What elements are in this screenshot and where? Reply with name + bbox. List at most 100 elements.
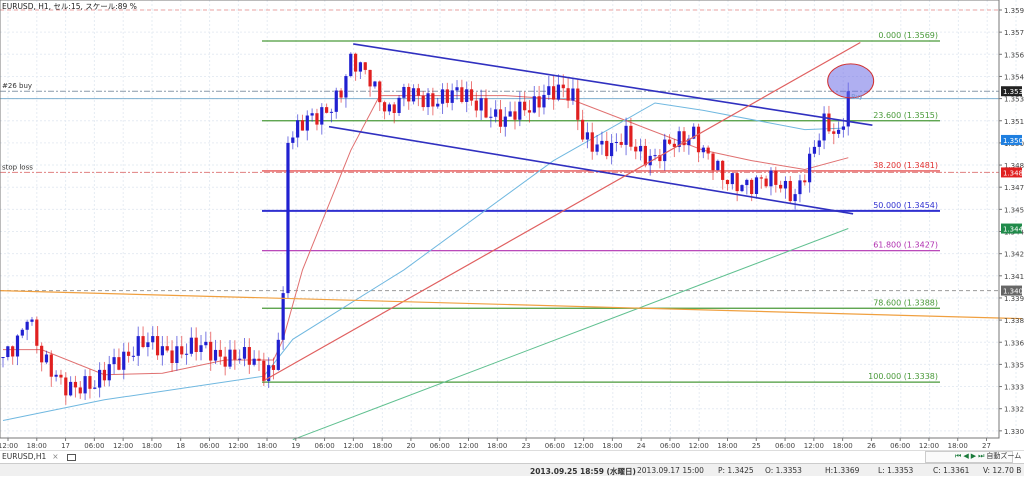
candle-body — [20, 329, 24, 336]
candle — [537, 85, 541, 117]
status-high: H:1.3369 — [825, 466, 860, 475]
tab-eurusd-h1[interactable]: EURUSD,H1 × — [2, 452, 76, 461]
candle-body — [774, 170, 778, 185]
candle-body — [35, 319, 39, 346]
fib-level-label: 0.000 (1.3569) — [878, 31, 938, 40]
candle-body — [803, 180, 807, 183]
candle-body — [242, 347, 247, 359]
chart-title: EURUSD, H1, セル:15, スケール:89 % — [2, 2, 137, 11]
candle-body — [339, 90, 343, 98]
candle — [629, 117, 633, 151]
price-tick-label: 1.3380 — [1004, 317, 1024, 325]
candle-body — [407, 86, 411, 102]
candle — [658, 149, 662, 169]
candle-body — [725, 179, 730, 185]
candle-body — [450, 90, 454, 103]
candle — [44, 350, 49, 365]
candle — [349, 52, 353, 78]
candle — [585, 122, 590, 149]
candle — [721, 159, 725, 190]
candle — [460, 79, 464, 104]
candle-body — [513, 111, 517, 120]
time-tick-label: 06:00 — [430, 442, 450, 450]
time-tick-label: 12:00 — [458, 442, 478, 450]
candle — [305, 110, 309, 141]
candle — [59, 369, 63, 385]
candle-body — [267, 365, 271, 382]
status-datetime: 2013.09.25 18:59 (水曜日) — [530, 467, 636, 476]
window-icon[interactable] — [66, 453, 76, 461]
candle — [663, 133, 667, 171]
first-icon[interactable]: ⏮ — [955, 452, 964, 460]
candle-body — [411, 88, 416, 102]
candle-body — [64, 377, 68, 396]
price-chart[interactable]: 0.000 (1.3569) 23.600 (1.3515) 38.200 (1.3… — [0, 0, 1024, 450]
candle — [257, 350, 261, 371]
candle-body — [605, 140, 609, 157]
time-tick-label: 06:00 — [775, 442, 795, 450]
candle — [73, 375, 78, 398]
candle-body — [547, 86, 551, 95]
candle-body — [658, 155, 662, 162]
candle — [291, 131, 295, 150]
fib-level-label: 38.200 (1.3481) — [873, 161, 938, 170]
candle — [803, 174, 807, 186]
candle-body — [402, 86, 406, 98]
price-tag — [1001, 86, 1022, 97]
status-bar: 2013.09.25 18:59 (水曜日) 2013.09.17 15:00 … — [0, 463, 1024, 476]
trendline — [328, 125, 854, 215]
next-icon[interactable]: ▶ — [970, 452, 979, 460]
price-tick-label: 1.3410 — [1004, 273, 1024, 281]
price-tick-label: 1.3335 — [1004, 384, 1024, 392]
candle — [445, 82, 449, 108]
candle — [469, 81, 474, 106]
candle-body — [252, 358, 256, 365]
trendline — [353, 43, 873, 126]
candle — [455, 80, 459, 100]
candle — [329, 108, 334, 123]
horizontal-scrollbar[interactable] — [925, 451, 1013, 463]
candle-body — [421, 95, 425, 108]
time-tick-label: 17 — [61, 442, 70, 450]
candle — [450, 83, 454, 111]
candle-body — [122, 351, 126, 370]
candle-body — [310, 113, 314, 116]
time-tick-label: 18:00 — [27, 442, 47, 450]
candle — [407, 83, 411, 110]
candle — [49, 350, 53, 387]
status-close: C: 1.3361 — [933, 466, 970, 475]
prev-icon[interactable]: ◀ — [963, 452, 971, 460]
candle — [368, 69, 372, 97]
candle — [566, 77, 570, 109]
candle-body — [730, 173, 734, 185]
candle-body — [73, 381, 78, 388]
candle — [638, 138, 643, 161]
candle-body — [141, 336, 145, 348]
candle-body — [247, 347, 251, 365]
candle-body — [363, 62, 367, 70]
candle — [267, 357, 271, 389]
candle-body — [78, 387, 82, 394]
candle — [126, 342, 131, 363]
candle-body — [204, 341, 208, 346]
candle — [218, 340, 222, 365]
candle — [64, 372, 68, 405]
time-tick-label: 12:00 — [919, 442, 939, 450]
candle-body — [296, 120, 300, 138]
time-tick-label: 06:00 — [199, 442, 219, 450]
time-tick-label: 19 — [291, 442, 300, 450]
status-bar-time: 2013.09.17 15:00 — [637, 466, 704, 475]
candle-body — [59, 374, 63, 378]
last-icon[interactable]: ⏭ — [978, 452, 987, 460]
candle — [276, 332, 280, 371]
candle-body — [629, 125, 633, 147]
zoom-label[interactable]: 自動ズーム — [986, 452, 1022, 460]
candle-body — [392, 104, 396, 113]
candle — [69, 376, 73, 397]
candle-body — [378, 81, 382, 103]
candle-body — [305, 115, 309, 131]
price-tick-label: 1.3320 — [1004, 406, 1024, 414]
candle-body — [692, 126, 696, 139]
close-icon[interactable]: × — [52, 452, 59, 461]
candle — [783, 176, 788, 199]
